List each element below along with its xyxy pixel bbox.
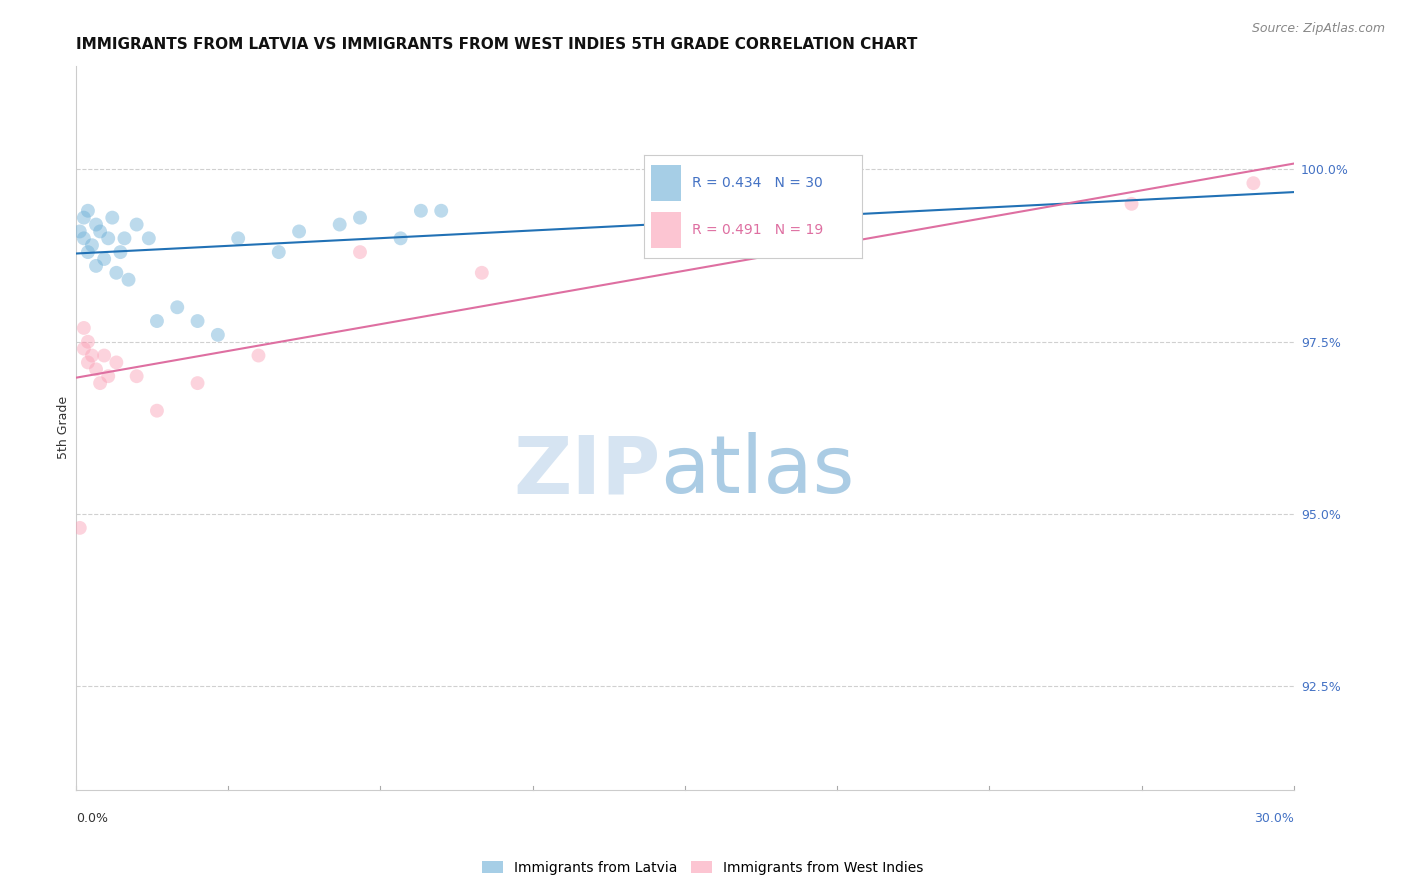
Text: atlas: atlas	[661, 433, 855, 510]
Point	[125, 369, 148, 384]
Legend: Immigrants from Latvia, Immigrants from West Indies: Immigrants from Latvia, Immigrants from …	[477, 855, 929, 880]
Point	[110, 245, 132, 260]
Y-axis label: 5th Grade: 5th Grade	[58, 396, 70, 459]
Text: Source: ZipAtlas.com: Source: ZipAtlas.com	[1251, 22, 1385, 36]
Point	[1121, 197, 1143, 211]
Point	[226, 231, 249, 245]
Point	[349, 211, 371, 225]
Point	[146, 403, 169, 417]
Point	[1241, 176, 1264, 190]
Point	[187, 314, 209, 328]
Point	[101, 211, 124, 225]
Point	[329, 218, 352, 232]
Point	[73, 342, 96, 356]
Point	[166, 300, 188, 314]
Point	[77, 203, 100, 218]
Point	[105, 355, 128, 369]
Text: 30.0%: 30.0%	[1254, 812, 1294, 824]
Point	[77, 355, 100, 369]
Text: IMMIGRANTS FROM LATVIA VS IMMIGRANTS FROM WEST INDIES 5TH GRADE CORRELATION CHAR: IMMIGRANTS FROM LATVIA VS IMMIGRANTS FRO…	[76, 37, 917, 53]
Point	[430, 203, 453, 218]
Point	[471, 266, 494, 280]
Text: ZIP: ZIP	[513, 433, 661, 510]
Bar	[651, 165, 682, 202]
Text: 0.0%: 0.0%	[76, 812, 108, 824]
Point	[77, 334, 100, 349]
Point	[73, 231, 96, 245]
Point	[84, 218, 107, 232]
Point	[125, 218, 148, 232]
Point	[84, 362, 107, 376]
Point	[146, 314, 169, 328]
Point	[89, 224, 111, 238]
Point	[97, 369, 120, 384]
Point	[73, 321, 96, 335]
Text: R = 0.434   N = 30: R = 0.434 N = 30	[692, 177, 823, 191]
Point	[97, 231, 120, 245]
Point	[77, 245, 100, 260]
Point	[187, 376, 209, 390]
Point	[89, 376, 111, 390]
Point	[80, 349, 103, 363]
Point	[69, 521, 91, 535]
Point	[93, 252, 115, 266]
Point	[349, 245, 371, 260]
Point	[105, 266, 128, 280]
Point	[138, 231, 160, 245]
Text: R = 0.491   N = 19: R = 0.491 N = 19	[692, 223, 824, 236]
Point	[389, 231, 412, 245]
Point	[288, 224, 311, 238]
Bar	[651, 211, 682, 248]
Point	[207, 327, 229, 342]
Point	[80, 238, 103, 252]
Point	[93, 349, 115, 363]
Point	[267, 245, 290, 260]
Point	[84, 259, 107, 273]
Point	[73, 211, 96, 225]
Point	[409, 203, 432, 218]
Point	[69, 224, 91, 238]
Point	[247, 349, 270, 363]
Point	[114, 231, 136, 245]
Point	[117, 273, 139, 287]
